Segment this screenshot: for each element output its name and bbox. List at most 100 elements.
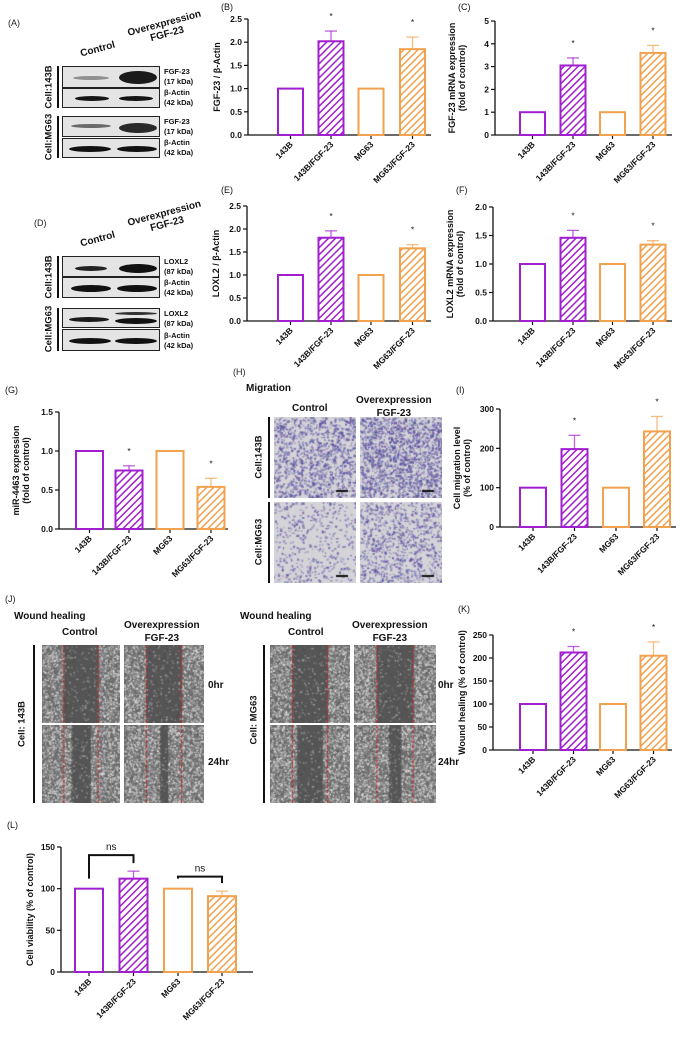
chart-l: (L) 0 50 100 150 Cell viability (% of control…: [7, 820, 253, 1022]
blot-row-label: β-Actin (42 kDa): [164, 88, 193, 108]
panel-label: (L): [7, 820, 18, 830]
bar-mg63: [599, 703, 627, 751]
y-tick-label: 0.5: [41, 485, 53, 495]
bar-mg63-fgf-23: [639, 243, 667, 322]
y-tick-label: 2.0: [230, 37, 242, 47]
chart-f: (F) 0.0 0.5 1.0 1.5 2.0 LOXL2 mRNA expression(…: [445, 185, 672, 371]
protein-name: FGF-23: [164, 67, 190, 76]
y-tick-label: 150: [473, 676, 487, 686]
wound-image-mg63-overexpression-24hr: [354, 725, 436, 803]
group-bar: [57, 308, 59, 351]
overexpression-text: Overexpression: [124, 620, 200, 631]
blot-band: [119, 71, 157, 84]
group-bar: [57, 66, 59, 108]
blot-band: [115, 338, 157, 344]
significance-mark: *: [329, 211, 333, 221]
protein-name: LOXL2: [164, 257, 189, 266]
x-tick-label: MG63/FGF-23: [616, 531, 662, 577]
y-tick-label: 2: [484, 84, 489, 94]
significance-mark: *: [652, 622, 656, 632]
significance-mark: *: [127, 446, 131, 456]
bar-mg63: [357, 87, 385, 136]
y-tick-label: 0: [50, 967, 55, 977]
x-tick-label: MG63: [159, 976, 183, 1000]
blot-row-label: β-Actin (42 kDa): [164, 138, 193, 158]
x-tick-label: 143B/FGF-23: [534, 754, 578, 798]
bar-mg63: [599, 111, 626, 136]
bar-mg63-fgf-23: [399, 247, 426, 323]
blot-row-label: β-Actin (42 kDa): [164, 278, 193, 298]
fgf23-text: FGF-23: [372, 633, 408, 644]
group-bar: [268, 502, 270, 583]
y-tick-label: 3: [484, 62, 489, 72]
bar-143b: [74, 887, 104, 974]
western-blot-actin-143b: [62, 88, 160, 108]
blot-band: [117, 285, 157, 292]
y-tick-label: 200: [480, 443, 494, 453]
x-tick-label: MG63: [594, 754, 618, 778]
x-tick-label: MG63: [352, 325, 376, 349]
chart-b: (B) 0.0 0.5 1.0 1.5 2.0 2.5 FGF-23 / β-Actin 143…: [212, 2, 431, 185]
blot-row-label: LOXL2 (87 kDa): [164, 257, 193, 277]
bar-mg63: [602, 486, 630, 528]
bar-143b-fgf-23: [317, 40, 345, 136]
overexpression-text: Overexpression: [356, 395, 432, 406]
x-tick-label: 143B/FGF-23: [534, 139, 578, 183]
y-tick-label: 0.5: [230, 107, 242, 117]
y-tick-label: 100: [41, 884, 55, 894]
protein-name: β-Actin: [164, 88, 190, 97]
blot-row-label: FGF-23 (17 kDa): [164, 67, 193, 87]
protein-size: (17 kDa): [164, 77, 194, 86]
x-tick-label: 143B: [515, 139, 536, 160]
y-tick-label: 0: [489, 522, 494, 532]
blot-band: [75, 96, 109, 101]
wound-title-left: Wound healing: [14, 611, 86, 622]
blot-band: [115, 312, 157, 315]
significance-bracket: [177, 875, 223, 884]
column-control-label: Control: [288, 627, 324, 638]
significance-mark: *: [572, 627, 576, 637]
y-tick-label: 0.5: [229, 293, 241, 303]
wound-image-143b-control-24hr: [42, 725, 120, 803]
x-tick-label: 143B/FGF-23: [534, 325, 578, 369]
wound-image-143b-overexpression-0hr: [124, 645, 204, 723]
panel-label-h: (H): [233, 367, 246, 377]
western-blot-actin-143b: [62, 277, 160, 298]
migration-image-143b-control: [274, 417, 356, 498]
bar-mg63: [163, 887, 193, 974]
blot-band: [119, 123, 157, 133]
panel-label: (I): [456, 385, 465, 395]
y-axis-label: (fold of control): [455, 231, 465, 297]
blot-band: [73, 76, 109, 80]
protein-size: (87 kDa): [164, 319, 194, 328]
significance-mark: *: [651, 25, 655, 35]
bar-143b: [519, 486, 547, 528]
blot-band: [115, 318, 157, 324]
fgf23-text: FGF-23: [376, 408, 412, 419]
y-tick-label: 0: [482, 745, 487, 755]
chart-i: (I) 0 100 200 300 Cell migration level (% of c…: [452, 385, 676, 577]
y-axis-label: Wound healing (% of control): [457, 630, 467, 755]
x-tick-label: 143B: [72, 976, 93, 997]
x-tick-label: MG63: [352, 139, 376, 163]
significance-mark: *: [655, 396, 659, 406]
protein-name: FGF-23: [164, 117, 190, 126]
protein-size: (42 kDa): [164, 341, 194, 350]
y-tick-label: 50: [478, 722, 488, 732]
bar-143b: [75, 450, 104, 530]
bar-mg63-fgf-23: [399, 48, 426, 136]
blot-band: [69, 146, 111, 152]
chart-g: (G) 0.0 0.5 1.0 1.5 miR-4463 expression (fold …: [5, 385, 228, 579]
column-control-label: Control: [62, 627, 98, 638]
bar-mg63: [599, 263, 626, 322]
x-tick-label: MG63: [593, 325, 617, 349]
y-tick-label: 1.0: [41, 446, 53, 456]
x-tick-label: MG63/FGF-23: [612, 139, 658, 185]
x-tick-label: 143B: [516, 531, 537, 552]
blot-band: [119, 96, 153, 101]
wound-image-143b-control-0hr: [42, 645, 120, 723]
y-tick-label: 1: [484, 107, 489, 117]
protein-name: β-Actin: [164, 331, 190, 340]
bar-143b-fgf-23: [559, 651, 588, 751]
